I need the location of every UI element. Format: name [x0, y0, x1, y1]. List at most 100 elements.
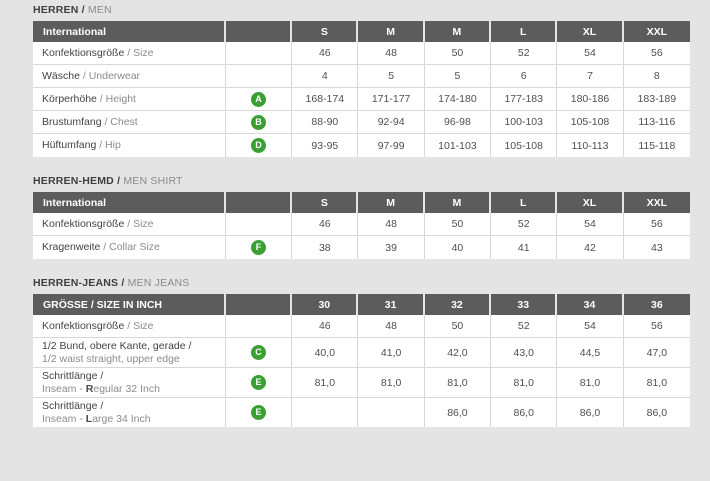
row-value-2: 50 — [424, 315, 492, 338]
row-value-1: 39 — [358, 236, 425, 259]
row-value-1: 92-94 — [358, 111, 425, 134]
measurement-badge-d: D — [251, 138, 267, 153]
section-title-men: HERREN / MEN — [33, 4, 690, 21]
table-row: Brustumfang / Chest B 88-90 92-94 96-98 … — [33, 111, 690, 134]
row-value-1: 48 — [358, 213, 425, 236]
size-table-men-jeans: GRÖSSE / SIZE IN INCH 30 31 32 33 34 36 … — [33, 294, 690, 427]
header-size-4: XL — [557, 21, 624, 42]
section-title-de: HERREN — [33, 4, 79, 16]
row-value-2: 174-180 — [424, 88, 492, 111]
row-value-1: 48 — [358, 315, 425, 338]
row-label-line2-bold: L — [85, 412, 93, 425]
row-value-2: 96-98 — [424, 111, 492, 134]
row-value-3: 43,0 — [491, 338, 558, 368]
row-value-4: 105-108 — [557, 111, 624, 134]
row-label-line2-bold: R — [85, 382, 94, 395]
section-title-men-shirt: HERREN-HEMD / MEN SHIRT — [33, 175, 690, 192]
row-label-de: Konfektionsgröße — [42, 319, 125, 332]
row-value-0: 168-174 — [292, 88, 359, 111]
measurement-badge-a: A — [251, 91, 267, 107]
row-label: Körperhöhe / Height — [33, 88, 226, 111]
row-label: Wäsche / Underwear — [33, 65, 226, 88]
table-row: Schrittlänge / Inseam - Regular 32 Inch E… — [33, 368, 690, 398]
section-spacer — [0, 259, 710, 277]
row-value-1: 171-177 — [358, 88, 425, 111]
row-badge-cell: D — [225, 134, 293, 157]
row-value-1: 48 — [358, 42, 425, 65]
table-header-row: International S M M L XL XXL — [33, 21, 690, 42]
row-value-4: 44,5 — [557, 338, 624, 368]
row-label: Konfektionsgröße / Size — [33, 213, 226, 236]
row-value-5: 56 — [623, 213, 690, 236]
row-value-3: 52 — [491, 315, 558, 338]
row-label: Hüftumfang / Hip — [33, 134, 226, 157]
header-size-5: 36 — [623, 294, 690, 315]
row-value-4: 54 — [557, 315, 624, 338]
header-size-1: M — [358, 21, 425, 42]
row-value-1: 5 — [358, 65, 425, 88]
row-value-4: 180-186 — [557, 88, 624, 111]
section-title-de: HERREN-HEMD — [33, 175, 114, 187]
row-label: Schrittlänge / Inseam - Regular 32 Inch — [33, 368, 226, 398]
row-value-0: 46 — [292, 213, 359, 236]
row-value-1: 81,0 — [358, 368, 425, 398]
header-size-0: 30 — [292, 294, 359, 315]
header-size-2: 32 — [424, 294, 492, 315]
row-label-de: Konfektionsgröße — [42, 46, 125, 59]
table-row: Kragenweite / Collar Size F 38 39 40 41 … — [33, 236, 690, 259]
table-row: Schrittlänge / Inseam - Large 34 Inch E 8… — [33, 398, 690, 427]
row-label-en: / Size — [124, 319, 154, 332]
size-table-men-shirt: International S M M L XL XXL Konfektions… — [33, 192, 690, 259]
row-value-2: 5 — [424, 65, 492, 88]
header-badge — [225, 21, 293, 42]
section-title-separator: / — [113, 175, 124, 187]
table-row: Konfektionsgröße / Size 46 48 50 52 54 5… — [33, 315, 690, 338]
row-label-line2: 1/2 waist straight, upper edge — [42, 352, 180, 365]
section-title-men-jeans: HERREN-JEANS / MEN JEANS — [33, 277, 690, 294]
header-badge — [225, 294, 293, 315]
table-row: Konfektionsgröße / Size 46 48 50 52 54 5… — [33, 213, 690, 236]
row-value-4: 86,0 — [557, 398, 624, 427]
row-value-0: 81,0 — [292, 368, 359, 398]
row-value-5: 86,0 — [623, 398, 690, 427]
row-label: Konfektionsgröße / Size — [33, 42, 226, 65]
row-value-5: 56 — [623, 315, 690, 338]
row-label-line1: Schrittlänge / — [42, 400, 104, 412]
row-value-2: 101-103 — [424, 134, 492, 157]
row-label-en: / Chest — [101, 115, 138, 128]
table-row: Hüftumfang / Hip D 93-95 97-99 101-103 1… — [33, 134, 690, 157]
row-value-5: 183-189 — [623, 88, 690, 111]
row-label-de: Wäsche — [42, 69, 80, 82]
row-value-2: 50 — [424, 213, 492, 236]
row-badge-cell — [225, 315, 293, 338]
row-label-de: Hüftumfang — [42, 139, 97, 152]
row-badge-cell: C — [225, 338, 293, 368]
row-label-en: / Collar Size — [100, 241, 160, 254]
row-value-5: 47,0 — [623, 338, 690, 368]
header-size-2: M — [424, 192, 492, 213]
header-size-5: XXL — [623, 21, 690, 42]
row-badge-cell: E — [225, 398, 293, 427]
section-title-separator: / — [118, 277, 128, 289]
measurement-badge-c: C — [251, 345, 267, 360]
section-title-separator: / — [78, 4, 88, 16]
row-label-line2-pre: Inseam - — [42, 412, 86, 425]
row-label-de: Brustumfang — [42, 115, 102, 128]
size-table-men: International S M M L XL XXL Konfektions… — [33, 21, 690, 157]
header-size-1: 31 — [358, 294, 425, 315]
row-value-3: 52 — [491, 42, 558, 65]
row-value-4: 81,0 — [557, 368, 624, 398]
row-value-5: 115-118 — [623, 134, 690, 157]
row-value-4: 54 — [557, 213, 624, 236]
row-value-0 — [292, 398, 359, 427]
row-value-0: 46 — [292, 42, 359, 65]
header-size-2: M — [424, 21, 492, 42]
row-label-line2-pre: Inseam - — [42, 382, 86, 395]
row-label-line2-post: egular 32 Inch — [93, 382, 160, 395]
table-header-row: International S M M L XL XXL — [33, 192, 690, 213]
row-value-3: 81,0 — [491, 368, 558, 398]
row-label-line1: 1/2 Bund, obere Kante, gerade / — [42, 340, 192, 352]
row-value-0: 93-95 — [292, 134, 359, 157]
section-men: HERREN / MEN International S M M L XL XX… — [0, 4, 710, 157]
header-size-4: XL — [557, 192, 624, 213]
